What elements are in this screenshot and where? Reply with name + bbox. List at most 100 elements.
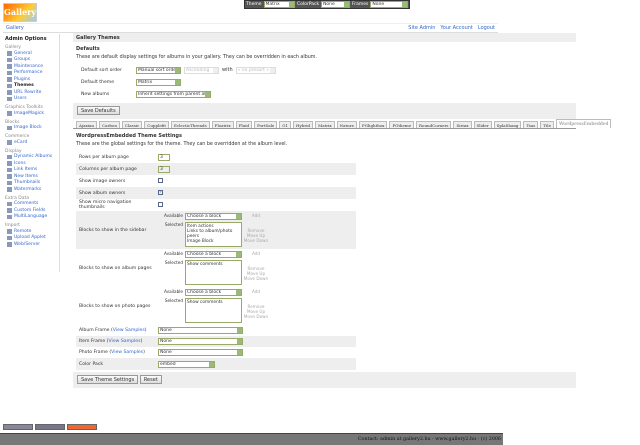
breadcrumb-gallery[interactable]: Gallery xyxy=(6,25,24,31)
sidebar-item-groups[interactable]: Groups xyxy=(5,57,57,64)
remove-block-button[interactable]: Remove xyxy=(247,228,265,233)
tab-siriux[interactable]: Siriux xyxy=(453,121,472,128)
colorpack-select[interactable]: None xyxy=(321,1,350,8)
selected-block-item[interactable]: Show comments xyxy=(187,262,223,267)
selected-block-item[interactable]: Image Block xyxy=(187,239,214,244)
gallery-logo[interactable]: Gallery xyxy=(3,3,37,22)
tab-pgtheme[interactable]: PGtheme xyxy=(389,121,415,128)
add-block-button[interactable]: Add xyxy=(251,251,261,256)
add-block-button[interactable]: Add xyxy=(251,289,261,294)
move-up-button[interactable]: Move Up xyxy=(246,233,266,238)
sidebar-item-label: Maintenance xyxy=(14,63,43,69)
rows-input[interactable]: 3 xyxy=(158,153,170,161)
save-theme-settings-button[interactable]: Save Theme Settings xyxy=(77,375,139,384)
album-frame-samples-link[interactable]: View Samples xyxy=(112,328,145,333)
sidebar-item-comments[interactable]: Comments xyxy=(5,201,57,208)
sidebar-item-users[interactable]: Users xyxy=(5,96,57,103)
tab-ajaxian[interactable]: Ajaxian xyxy=(76,121,98,128)
sidebar-item-dynamic-albums[interactable]: Dynamic Albums xyxy=(5,154,57,161)
sidebar-item-performance[interactable]: Performance xyxy=(5,70,57,77)
tab-portsale[interactable]: PortSale xyxy=(254,121,278,128)
tab-tile[interactable]: Tile xyxy=(540,121,554,128)
sidebar-item-themes[interactable]: Themes xyxy=(5,83,57,90)
tab-cupplefit[interactable]: Cupplefit xyxy=(144,121,169,128)
move-up-button[interactable]: Move Up xyxy=(246,309,266,314)
frames-select[interactable]: None xyxy=(370,1,408,8)
new-albums-select[interactable]: Inherit settings from parent album xyxy=(136,90,211,98)
sort-order-select[interactable]: Manual sort order xyxy=(136,66,181,74)
sidebar-item-thumbnails[interactable]: Thumbnails xyxy=(5,180,57,187)
blocks-row: Blocks to show in the sidebar Available … xyxy=(76,211,356,249)
remove-block-button[interactable]: Remove xyxy=(247,304,265,309)
sidebar-item-image-block[interactable]: Image Block xyxy=(5,125,57,132)
tab-slider[interactable]: Slider xyxy=(473,121,492,128)
sidebar-item-web-server[interactable]: Web/Server xyxy=(5,241,57,248)
selected-block-item[interactable]: Show comments xyxy=(187,300,223,305)
default-theme-select[interactable]: Matrix xyxy=(136,78,181,86)
tab-splashang[interactable]: SplaShang xyxy=(493,121,522,128)
your-account-link[interactable]: Your Account xyxy=(440,25,473,31)
move-down-button[interactable]: Move Down xyxy=(243,314,269,319)
sidebar-item-new-items[interactable]: New Items xyxy=(5,173,57,180)
logout-link[interactable]: Logout xyxy=(477,25,495,31)
micro-nav-checkbox[interactable] xyxy=(158,201,163,207)
tab-nature[interactable]: Nature xyxy=(336,121,358,128)
sidebar-item-icons[interactable]: Icons xyxy=(5,160,57,167)
tab-tsas[interactable]: Tsas xyxy=(523,121,539,128)
theme-select[interactable]: Matrix xyxy=(263,1,295,8)
tab-hybrid[interactable]: Hybrid xyxy=(293,121,314,128)
sidebar-item-ecard[interactable]: eCard xyxy=(5,139,57,146)
sidebar-item-url-rewrite[interactable]: URL Rewrite xyxy=(5,89,57,96)
tab-carbon[interactable]: Carbon xyxy=(99,121,120,128)
album-frame-select[interactable]: None xyxy=(158,327,243,334)
site-admin-link[interactable]: Site Admin xyxy=(408,25,436,31)
sidebar-item-custom-fields[interactable]: Custom Fields xyxy=(5,207,57,214)
tab-pglightbox[interactable]: PGlightbox xyxy=(359,121,388,128)
sidebar-item-watermarks[interactable]: Watermarks xyxy=(5,186,57,193)
selected-blocks-list[interactable]: Item actions Links to album/photo peers Im… xyxy=(185,222,242,247)
selected-blocks-list[interactable]: Show comments xyxy=(185,298,242,323)
sidebar-item-label: Performance xyxy=(14,70,43,76)
gallery-badge[interactable] xyxy=(67,424,97,430)
item-frame-samples-link[interactable]: View Samples xyxy=(108,339,141,344)
reset-button[interactable]: Reset xyxy=(139,375,162,384)
sort-direction-select: Ascending xyxy=(184,66,219,74)
sidebar-item-maintenance[interactable]: Maintenance xyxy=(5,63,57,70)
sidebar-item-general[interactable]: General xyxy=(5,50,57,57)
move-down-button[interactable]: Move Down xyxy=(243,276,269,281)
remove-block-button[interactable]: Remove xyxy=(247,266,265,271)
tab-roundcorners[interactable]: RoundCorners xyxy=(416,121,452,128)
selected-block-item[interactable]: Item actions xyxy=(187,224,214,229)
tab-classic[interactable]: Classic xyxy=(121,121,143,128)
available-blocks-select[interactable]: Choose a block xyxy=(185,213,242,220)
tab-matrix[interactable]: Matrix xyxy=(315,121,335,128)
image-owners-checkbox[interactable] xyxy=(158,177,163,183)
save-defaults-button[interactable]: Save Defaults xyxy=(77,106,120,115)
item-frame-select[interactable]: None xyxy=(158,338,243,345)
tab-eclecticthreads[interactable]: EclecticThreads xyxy=(170,121,210,128)
tab-floatrix[interactable]: Floatrix xyxy=(211,121,234,128)
w3c-badge[interactable] xyxy=(3,424,33,430)
available-blocks-select[interactable]: Choose a block xyxy=(185,251,242,258)
selected-block-item[interactable]: Links to album/photo peers xyxy=(187,229,233,239)
color-pack-select[interactable]: embed xyxy=(158,360,215,368)
sidebar-item-multilanguage[interactable]: MultiLanguage xyxy=(5,214,57,221)
sidebar-item-upload-applet[interactable]: Upload Applet xyxy=(5,235,57,242)
sidebar-item-imagemagick[interactable]: ImageMagick xyxy=(5,110,57,117)
add-block-button[interactable]: Add xyxy=(251,213,261,218)
tab-g1[interactable]: G1 xyxy=(279,121,292,128)
move-up-button[interactable]: Move Up xyxy=(246,271,266,276)
available-blocks-select[interactable]: Choose a block xyxy=(185,289,242,296)
gallery2-badge[interactable] xyxy=(35,424,65,430)
selected-blocks-list[interactable]: Show comments xyxy=(185,260,242,285)
tab-fluid[interactable]: Fluid xyxy=(235,121,253,128)
sidebar-item-remote[interactable]: Remote xyxy=(5,228,57,235)
sidebar-item-link-items[interactable]: Link Items xyxy=(5,167,57,174)
cols-input[interactable]: 3 xyxy=(158,165,170,173)
move-down-button[interactable]: Move Down xyxy=(243,238,269,243)
photo-frame-select[interactable]: None xyxy=(158,349,243,356)
photo-frame-samples-link[interactable]: View Samples xyxy=(111,350,144,355)
album-owners-checkbox[interactable] xyxy=(158,189,163,195)
tab-wordpressembedded[interactable]: WordpressEmbedded xyxy=(555,119,612,128)
sidebar-item-plugins[interactable]: Plugins xyxy=(5,76,57,83)
